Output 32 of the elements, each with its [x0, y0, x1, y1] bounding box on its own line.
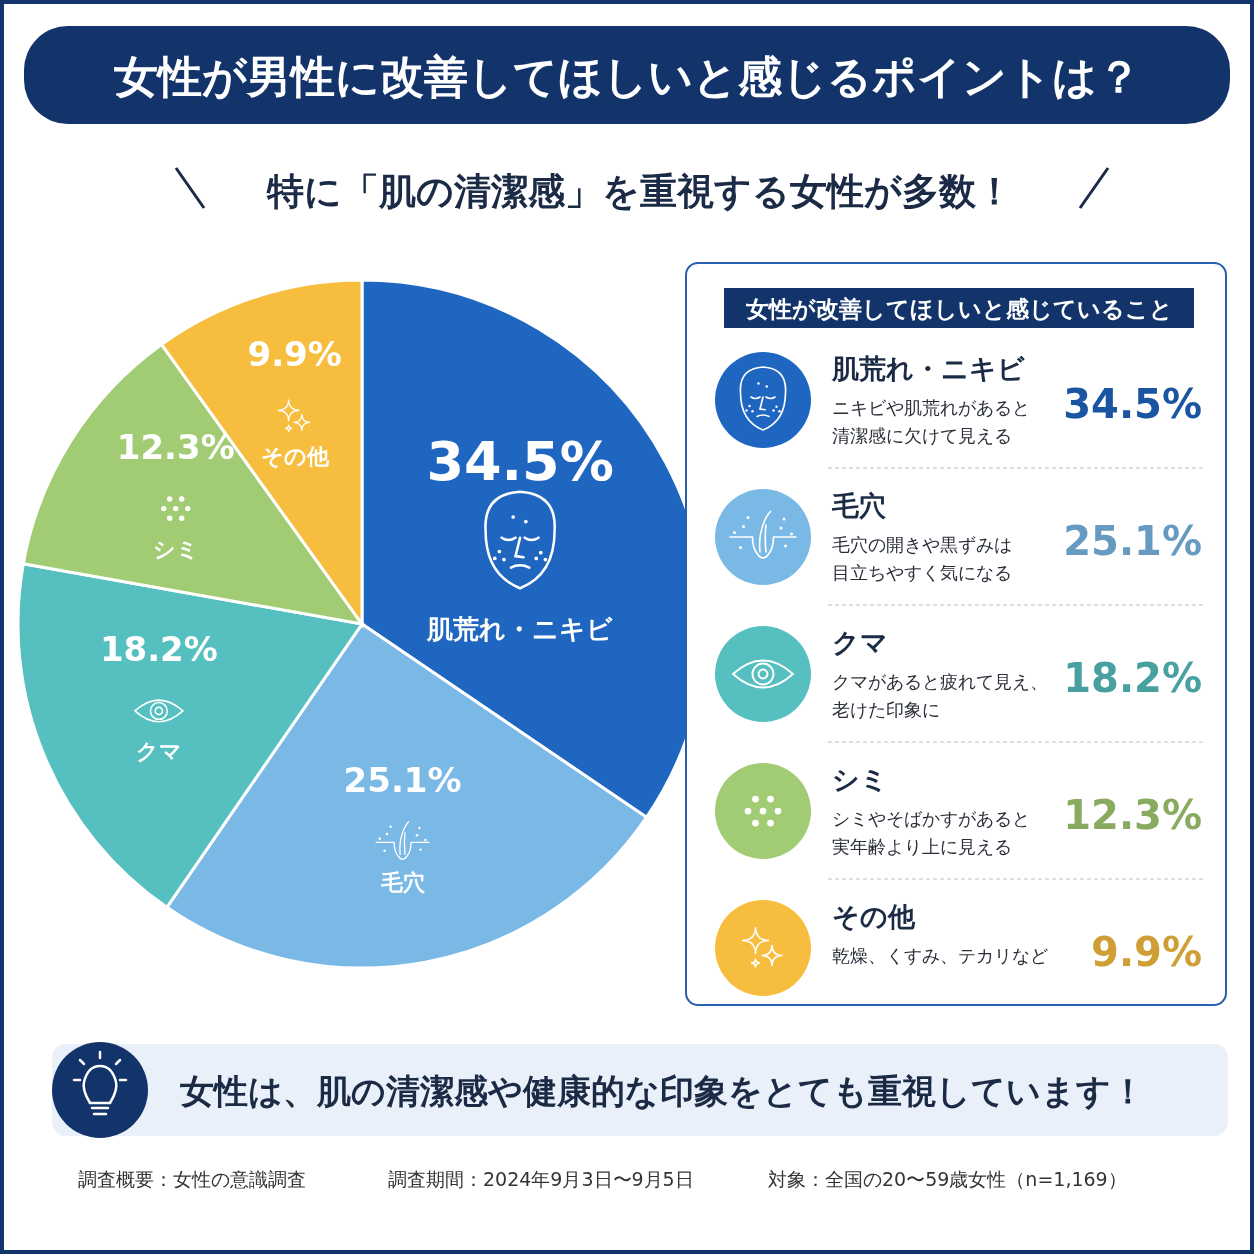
text: 調査期間：2024年9月3日〜9月5日: [388, 1168, 694, 1190]
text: 乾燥、くすみ、テカリなど: [832, 945, 1048, 966]
text: ニキビや肌荒れがあると清潔感に欠けて見える: [832, 397, 1030, 446]
text: 12.3%: [1063, 792, 1202, 838]
slice-label: その他: [260, 444, 330, 470]
chart-subtitle: 特に「肌の清潔感」を重視する女性が多数！: [266, 170, 1013, 213]
data-label: 12.3%: [116, 426, 235, 467]
category-label: シミ: [832, 764, 888, 795]
data-label: 18.2%: [99, 628, 218, 669]
text: クマがあると疲れて見え、老けた印象に: [832, 671, 1048, 720]
text: 34.5%: [1063, 381, 1202, 427]
slice-label: 毛穴: [379, 870, 426, 896]
slice-label: 肌荒れ・ニキビ: [426, 614, 614, 645]
text: 対象：全国の20〜59歳女性（n=1,169）: [768, 1168, 1127, 1190]
text: 25.1%: [1063, 518, 1202, 564]
data-label: 25.1%: [343, 760, 462, 801]
category-label: 毛穴: [832, 490, 886, 521]
text: 調査概要：女性の意識調査: [78, 1168, 306, 1190]
text: 女性は、肌の清潔感や健康的な印象をとても重視しています！: [179, 1071, 1145, 1111]
data-label: 34.5%: [426, 430, 614, 494]
legend-title: 女性が改善してほしいと感じていること: [744, 296, 1173, 322]
data-label: 9.9%: [247, 334, 342, 375]
text: 18.2%: [1063, 655, 1202, 701]
chart-title: 女性が男性に改善してほしいと感じるポイントは？: [113, 51, 1141, 102]
slice-label: クマ: [135, 738, 182, 764]
category-label: クマ: [832, 627, 888, 658]
category-label: その他: [832, 901, 915, 932]
slice-label: 肌荒れ・ニキビ: [831, 353, 1025, 384]
text: 毛穴の開きや黒ずみは目立ちやすく気になる: [832, 534, 1012, 583]
text: 9.9%: [1091, 929, 1202, 975]
slice-label: シミ: [152, 536, 199, 562]
text: シミやそばかすがあると実年齢より上に見える: [832, 808, 1030, 857]
